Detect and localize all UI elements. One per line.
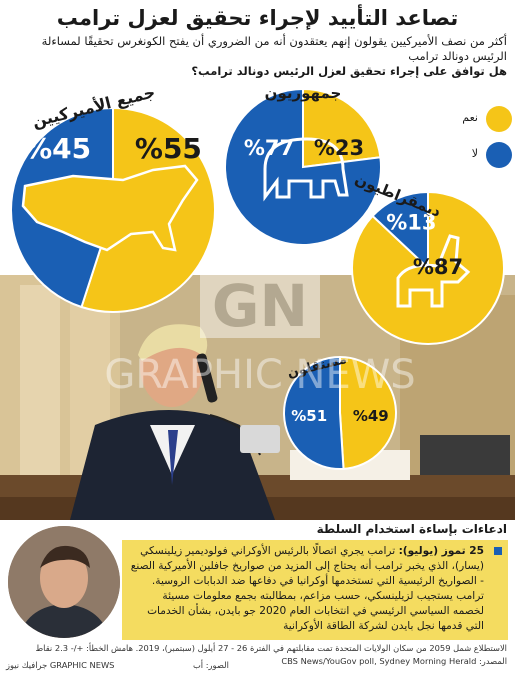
legend-item-yes: نعم (418, 106, 512, 142)
pie-label-yes: %23 (314, 136, 364, 160)
timeline-entry: 25 تموز (يوليو): ترامب يجري اتصالًا بالر… (128, 544, 484, 634)
pie-label-no: %45 (24, 132, 91, 165)
timeline-bullet (494, 547, 502, 555)
pie-slice-no (283, 355, 345, 470)
subtitle: أكثر من نصف الأميركيين يقولون إنهم يعتقد… (7, 34, 507, 79)
legend-label-no: لا (471, 147, 478, 160)
pie-slice-yes (339, 355, 397, 470)
donkey-icon (396, 234, 471, 308)
pie-label-no: %77 (244, 136, 294, 160)
legend-item-no: لا (418, 142, 512, 178)
timeline-date: 25 تموز (يوليو): (398, 545, 484, 557)
source-note: المصدر: CBS News/YouGov poll, Sydney Mor… (281, 656, 507, 666)
survey-question: هل توافق على إجراء تحقيق لعزل الرئيس دون… (191, 64, 507, 78)
timeline-panel: 25 تموز (يوليو): ترامب يجري اتصالًا بالر… (122, 540, 508, 640)
headline: تصاعد التأييد لإجراء تحقيق لعزل ترامب (56, 6, 459, 30)
pie-label-yes: %87 (413, 255, 463, 279)
subtitle-text: أكثر من نصف الأميركيين يقولون إنهم يعتقد… (41, 34, 507, 63)
pie-title: جمهوريون (265, 84, 342, 102)
photo-credit: الصور: أب (193, 660, 229, 670)
pie-label-no: %13 (386, 211, 436, 235)
agency-credit: GRAPHIC NEWS جرافيك نيوز (6, 660, 115, 670)
elephant-icon (263, 137, 349, 202)
pie-slice-no (224, 87, 382, 246)
poll-note: الاستطلاع شمل 2059 من سكان الولايات المت… (35, 643, 508, 653)
pie-label-no: %51 (291, 407, 327, 425)
panel-title: ادعاءات بإساءة استخدام السلطة (316, 522, 507, 536)
legend-label-yes: نعم (462, 111, 478, 124)
legend-swatch-no (486, 142, 512, 168)
pie-slice-yes (302, 87, 382, 169)
pie-chart-2: %23 %77 جمهوريون (224, 84, 382, 246)
footer-notes: الاستطلاع شمل 2059 من سكان الولايات المت… (7, 642, 508, 668)
legend-swatch-yes (486, 106, 512, 132)
pie-label-yes: %49 (353, 407, 389, 425)
pie-label-yes: %55 (135, 132, 202, 165)
timeline-body: ترامب يجري اتصالًا بالرئيس الأوكراني فول… (130, 545, 484, 632)
pie-slice-yes (351, 190, 505, 345)
pie-slice-no (371, 190, 429, 271)
zelensky-portrait (6, 524, 122, 640)
usa-map-icon (21, 164, 199, 252)
legend: نعم لا (418, 106, 512, 178)
